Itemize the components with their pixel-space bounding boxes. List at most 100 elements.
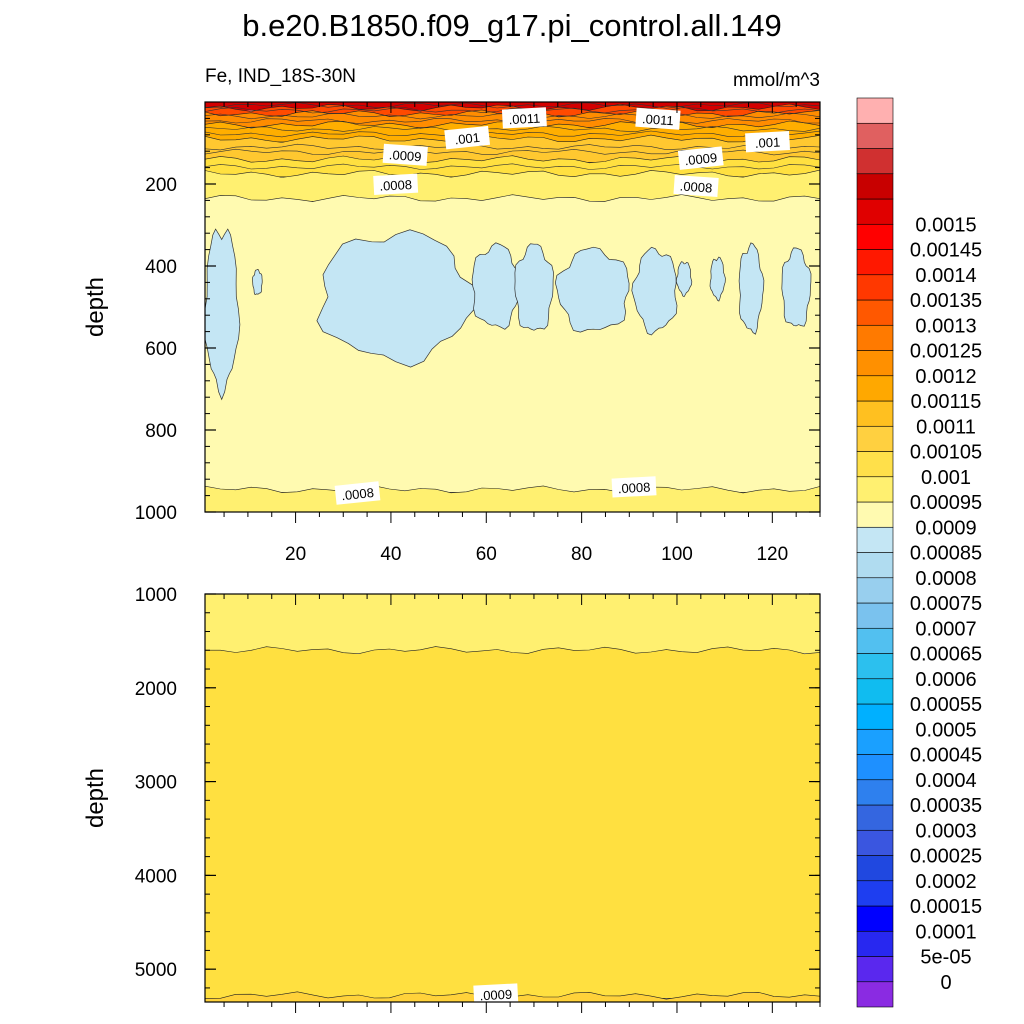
colorbar-label: 0.0013 xyxy=(915,315,976,337)
colorbar-label: 0.00105 xyxy=(910,442,982,464)
colorbar-swatch xyxy=(856,930,894,957)
contour-label: .0011 xyxy=(501,107,547,129)
contour-band xyxy=(205,646,820,999)
colorbar-label: 0.00095 xyxy=(910,492,982,514)
colorbar-swatch xyxy=(856,425,894,452)
contour-label-text: .0008 xyxy=(679,178,713,195)
colorbar-swatch xyxy=(856,905,894,932)
y-tick-label: 4000 xyxy=(135,866,177,887)
colorbar-swatch xyxy=(856,602,894,629)
colorbar-label: 0.00115 xyxy=(911,391,982,413)
contour-label: .0008 xyxy=(334,481,381,505)
contour-line xyxy=(205,102,820,109)
y-axis-title: depth xyxy=(82,277,109,337)
colorbar-swatch xyxy=(856,198,894,225)
x-tick-label: 60 xyxy=(476,544,497,565)
colorbar-swatch xyxy=(856,223,894,250)
contour-label: .0009 xyxy=(382,143,428,166)
low-value-patch xyxy=(252,269,263,295)
y-tick-label: 1000 xyxy=(135,585,177,606)
colorbar-label: 0.00145 xyxy=(910,240,982,262)
colorbar-label: 0.0006 xyxy=(915,669,976,691)
y-tick-label: 600 xyxy=(145,339,177,360)
chart-title: b.e20.B1850.f09_g17.pi_control.all.149 xyxy=(242,8,782,43)
colorbar-label: 0 xyxy=(940,972,951,994)
contour-label: .0008 xyxy=(373,173,419,195)
colorbar-swatch xyxy=(856,122,894,149)
plot-frame xyxy=(204,593,821,1003)
colorbar-swatch xyxy=(856,880,894,907)
y-axis-title: depth xyxy=(82,768,109,828)
colorbar-label: 0.00065 xyxy=(910,644,982,666)
colorbar-swatch xyxy=(856,552,894,579)
colorbar-label: 0.00075 xyxy=(910,593,982,615)
x-tick-label: 120 xyxy=(756,544,788,565)
units-subtitle: mmol/m^3 xyxy=(733,70,820,91)
contour-label-text: .0009 xyxy=(388,147,422,164)
colorbar-swatch xyxy=(856,577,894,604)
colorbar-swatch xyxy=(856,855,894,882)
contour-label-text: .001 xyxy=(454,130,481,148)
colorbar-label: 0.0008 xyxy=(915,568,976,590)
colorbar-swatch xyxy=(856,400,894,427)
low-value-patch xyxy=(738,242,765,335)
contour-label: .001 xyxy=(745,131,790,153)
y-tick-label: 3000 xyxy=(135,773,177,794)
contour-label: .001 xyxy=(444,125,491,150)
upper-panel: .0011 .0011 .001 .001 .0009 .0009 .0008 .0008 .0… xyxy=(82,101,821,565)
contour-label-text: .0009 xyxy=(479,987,512,1004)
low-value-patch xyxy=(316,229,482,368)
colorbar-label: 0.00135 xyxy=(910,290,982,312)
low-value-patch xyxy=(471,242,523,330)
low-value-patch xyxy=(554,246,630,333)
colorbar-label: 0.00055 xyxy=(910,694,982,716)
contour-line xyxy=(205,130,820,138)
colorbar-swatch xyxy=(856,350,894,377)
colorbar-label: 0.0012 xyxy=(915,366,976,388)
contour-label: .0008 xyxy=(611,476,657,498)
contour-label: .0009 xyxy=(677,146,724,170)
low-value-patch xyxy=(709,256,726,302)
contour-label-text: .0009 xyxy=(684,150,718,168)
x-tick-label: 20 xyxy=(285,544,306,565)
contour-label-text: .001 xyxy=(755,135,781,151)
colorbar-swatch xyxy=(856,324,894,351)
colorbar-label: 0.00035 xyxy=(910,795,982,817)
contour-label-text: .0011 xyxy=(642,111,675,128)
contour-label-text: .0008 xyxy=(341,485,375,503)
y-tick-label: 5000 xyxy=(135,960,177,981)
colorbar-swatch xyxy=(856,501,894,528)
colorbar-swatch xyxy=(856,97,894,124)
colorbar-swatch xyxy=(856,728,894,755)
colorbar-label: 0.00085 xyxy=(910,543,982,565)
colorbar-label: 0.00125 xyxy=(910,341,982,363)
colorbar-swatch xyxy=(856,173,894,200)
colorbar-label: 0.0007 xyxy=(915,618,976,640)
contour-line xyxy=(205,106,820,114)
colorbar-swatch xyxy=(856,148,894,175)
x-tick-label: 80 xyxy=(571,544,592,565)
low-value-patch xyxy=(514,243,554,331)
colorbar-label: 0.0002 xyxy=(915,871,976,893)
colorbar-label: 0.00015 xyxy=(910,896,982,918)
colorbar-swatch xyxy=(856,956,894,983)
low-value-patch xyxy=(675,261,693,298)
contour-line xyxy=(205,125,820,133)
contour-label: .0011 xyxy=(635,107,681,130)
colorbar-label: 0.0004 xyxy=(915,770,976,792)
colorbar-swatch xyxy=(856,754,894,781)
colorbar-label: 5e-05 xyxy=(920,947,971,969)
contour-label: .0008 xyxy=(673,174,719,197)
colorbar: 0 5e-05 0.0001 0.00015 0.0002 0.00025 0.0003 0.… xyxy=(856,97,982,1008)
low-value-patch xyxy=(205,228,241,401)
colorbar-swatch xyxy=(856,804,894,831)
colorbar-swatch xyxy=(856,981,894,1008)
colorbar-swatch xyxy=(856,249,894,276)
colorbar-label: 0.0011 xyxy=(916,416,976,438)
colorbar-label: 0.0014 xyxy=(915,265,976,287)
y-tick-label: 400 xyxy=(145,257,177,278)
colorbar-label: 0.001 xyxy=(921,467,971,489)
y-tick-label: 1000 xyxy=(135,503,177,524)
y-tick-label: 2000 xyxy=(135,679,177,700)
